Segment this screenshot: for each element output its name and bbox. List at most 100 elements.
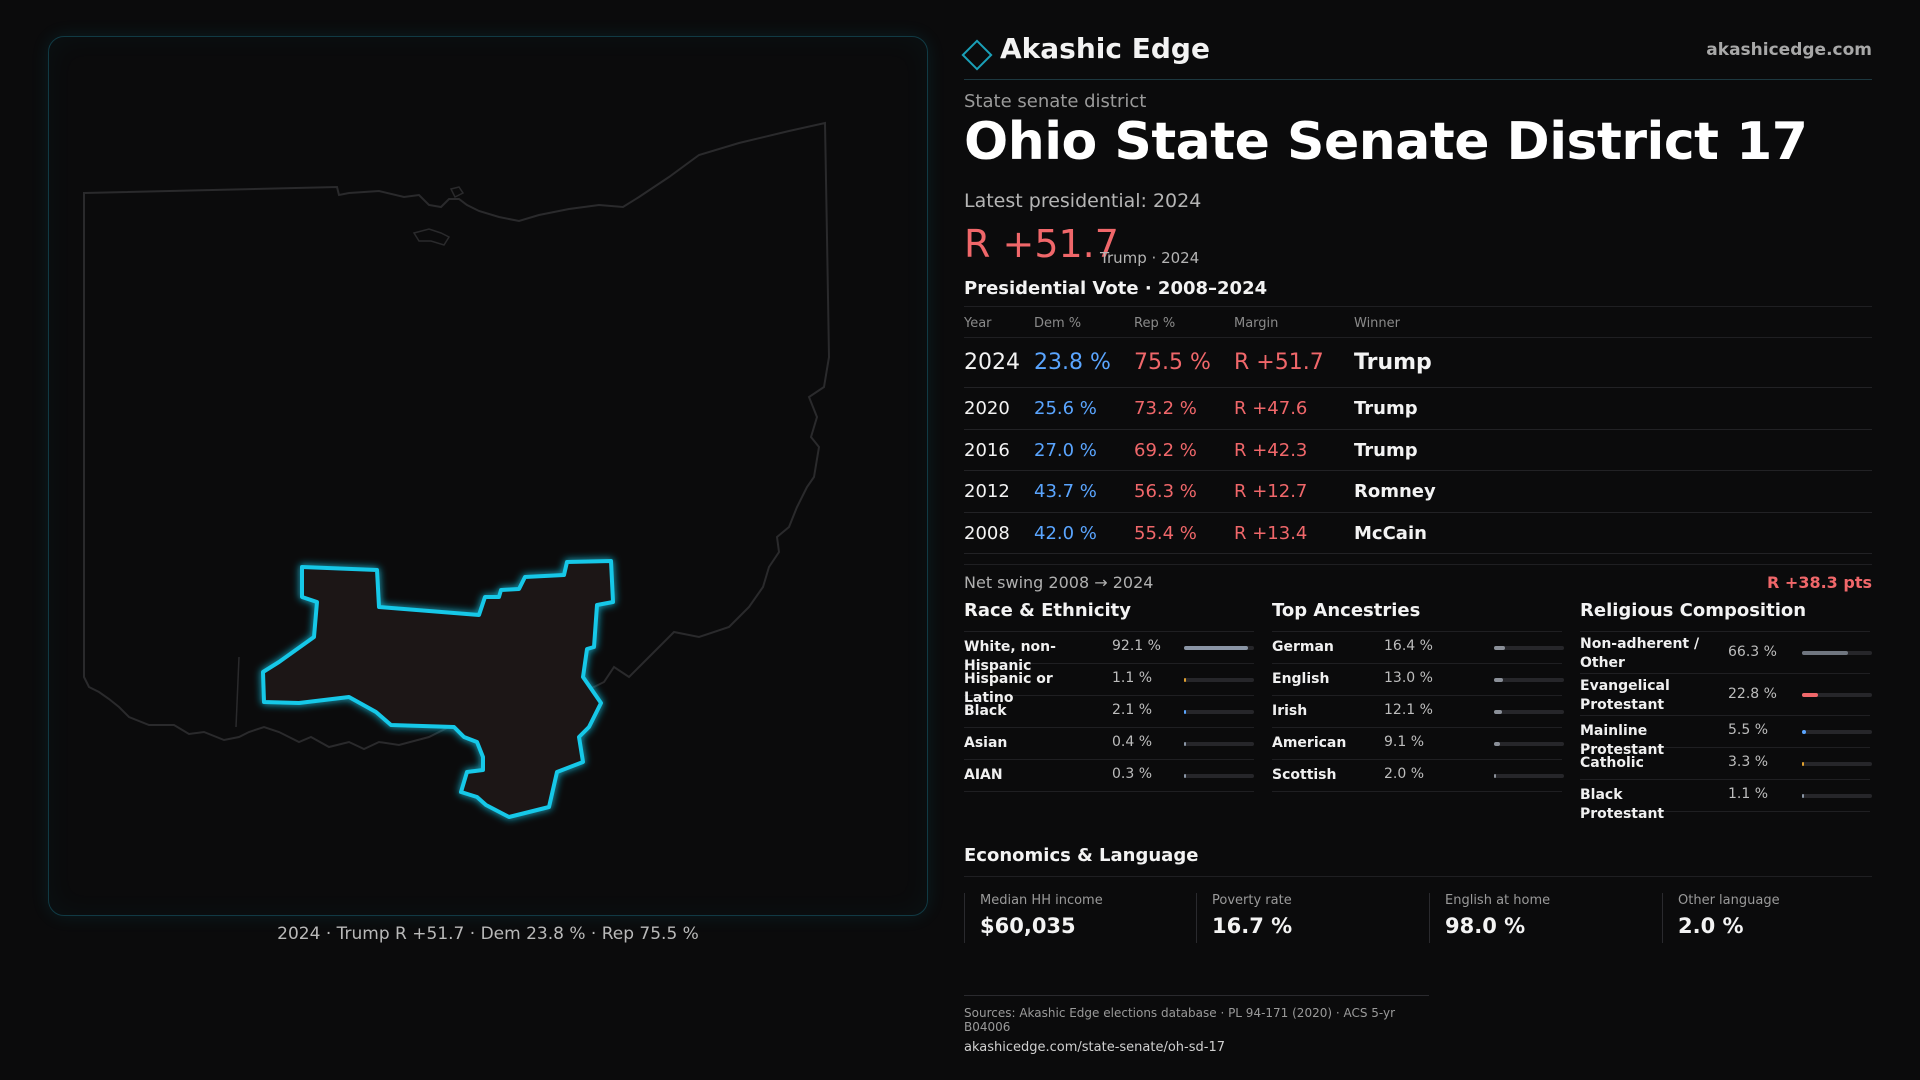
section-title: Top Ancestries (1272, 600, 1562, 632)
table-row: 2012 43.7 % 56.3 % R +12.7 Romney (964, 471, 1872, 513)
cell-winner: Romney (1354, 481, 1436, 502)
row-value: 92.1 % (1112, 638, 1161, 654)
cell-year: 2008 (964, 522, 1010, 544)
row-value: 1.1 % (1112, 670, 1153, 686)
row-value: 13.0 % (1384, 670, 1433, 686)
stat-label: Other language (1678, 893, 1780, 908)
bar-fill (1802, 794, 1804, 798)
econ-stat-english: English at home 98.0 % (1429, 893, 1659, 943)
demographic-row: Catholic 3.3 % (1580, 748, 1872, 780)
stat-label: English at home (1445, 893, 1551, 908)
demographic-row: White, non-Hispanic 92.1 % (964, 632, 1254, 674)
bar-track (1184, 742, 1254, 746)
row-value: 22.8 % (1728, 686, 1777, 702)
cell-rep: 56.3 % (1134, 481, 1197, 502)
stat-value: 16.7 % (1212, 914, 1293, 938)
cell-year: 2024 (964, 350, 1020, 375)
bar-track (1184, 774, 1254, 778)
row-value: 0.3 % (1112, 766, 1153, 782)
econ-stat-income: Median HH income $60,035 (964, 893, 1194, 943)
cell-rep: 69.2 % (1134, 439, 1197, 461)
latest-margin-subtitle: Trump · 2024 (1100, 249, 1200, 267)
cell-margin: R +51.7 (1234, 350, 1324, 375)
boundary-line (235, 656, 240, 728)
row-value: 9.1 % (1384, 734, 1425, 750)
table-row: 2024 23.8 % 75.5 % R +51.7 Trump (964, 338, 1872, 388)
section-title: Religious Composition (1580, 600, 1870, 632)
district-type: State senate district (964, 91, 1147, 112)
bar-track (1802, 794, 1872, 798)
demographic-row: English 13.0 % (1272, 664, 1564, 696)
bar-track (1494, 742, 1564, 746)
bar-track (1494, 710, 1564, 714)
cell-dem: 25.6 % (1034, 398, 1097, 419)
econ-stat-other-language: Other language 2.0 % (1662, 893, 1872, 943)
demographic-row: Black Protestant 1.1 % (1580, 780, 1872, 822)
latest-margin: R +51.7 (964, 222, 1119, 266)
presidential-vote-title: Presidential Vote · 2008–2024 (964, 278, 1268, 299)
net-swing-label: Net swing 2008 → 2024 (964, 573, 1154, 592)
bar-track (1184, 678, 1254, 682)
row-value: 1.1 % (1728, 786, 1769, 802)
lake-island-shape (412, 228, 451, 246)
permalink[interactable]: akashicedge.com/state-senate/oh-sd-17 (964, 1040, 1225, 1055)
cell-year: 2020 (964, 398, 1010, 419)
row-label: Black (964, 703, 1007, 719)
cell-rep: 75.5 % (1134, 350, 1211, 375)
bar-track (1802, 730, 1872, 734)
column-header-margin: Margin (1234, 316, 1279, 331)
row-label: Irish (1272, 703, 1308, 719)
bar-fill (1494, 774, 1496, 778)
page-title: Ohio State Senate District 17 (964, 112, 1808, 172)
econ-stat-poverty: Poverty rate 16.7 % (1196, 893, 1426, 943)
row-label: Catholic (1580, 755, 1644, 771)
row-label: Black Protestant (1580, 787, 1665, 822)
stat-label: Poverty rate (1212, 893, 1292, 908)
row-label: Mainline Protestant (1580, 723, 1665, 758)
bar-fill (1184, 774, 1186, 778)
brand-name: Akashic Edge (1000, 32, 1210, 65)
row-value: 0.4 % (1112, 734, 1153, 750)
lake-island-shape (449, 186, 465, 199)
table-row: 2008 42.0 % 55.4 % R +13.4 McCain (964, 513, 1872, 554)
bar-fill (1802, 651, 1848, 655)
table-row: 2016 27.0 % 69.2 % R +42.3 Trump (964, 430, 1872, 471)
cell-winner: McCain (1354, 522, 1427, 544)
brand-logo-icon (961, 39, 993, 71)
presidential-vote-table: Year Dem % Rep % Margin Winner 2024 23.8… (964, 306, 1872, 554)
demographic-row: Scottish 2.0 % (1272, 760, 1564, 792)
row-value: 3.3 % (1728, 754, 1769, 770)
row-value: 2.1 % (1112, 702, 1153, 718)
demographic-row: Black 2.1 % (964, 696, 1254, 728)
ancestry-section: Top Ancestries German 16.4 % English 13.0 %… (1272, 600, 1564, 792)
stat-value: 2.0 % (1678, 914, 1744, 938)
bar-fill (1184, 646, 1248, 650)
bar-track (1184, 710, 1254, 714)
bar-fill (1802, 693, 1818, 697)
bar-fill (1494, 742, 1500, 746)
economics-section-title: Economics & Language (964, 845, 1872, 877)
row-label: Non-adherent / Other (1580, 636, 1700, 671)
map-caption: 2024 · Trump R +51.7 · Dem 23.8 % · Rep … (277, 924, 699, 944)
district-17-shape[interactable] (261, 559, 615, 819)
bar-track (1802, 693, 1872, 697)
row-label: Asian (964, 735, 1008, 751)
demographic-row: Irish 12.1 % (1272, 696, 1564, 728)
stat-value: 98.0 % (1445, 914, 1526, 938)
cell-margin: R +13.4 (1234, 522, 1308, 544)
row-value: 5.5 % (1728, 722, 1769, 738)
cell-margin: R +47.6 (1234, 398, 1308, 419)
bar-track (1494, 646, 1564, 650)
bar-fill (1184, 678, 1186, 682)
bar-fill (1494, 710, 1502, 714)
demographic-row: Evangelical Protestant 22.8 % (1580, 674, 1872, 716)
bar-fill (1184, 710, 1186, 714)
map-panel[interactable] (48, 36, 928, 916)
brand-url-link[interactable]: akashicedge.com (1706, 40, 1872, 60)
sources-text: Sources: Akashic Edge elections database… (964, 1006, 1396, 1034)
row-label: American (1272, 735, 1347, 751)
bar-fill (1184, 742, 1186, 746)
cell-winner: Trump (1354, 350, 1432, 375)
cell-winner: Trump (1354, 439, 1418, 461)
